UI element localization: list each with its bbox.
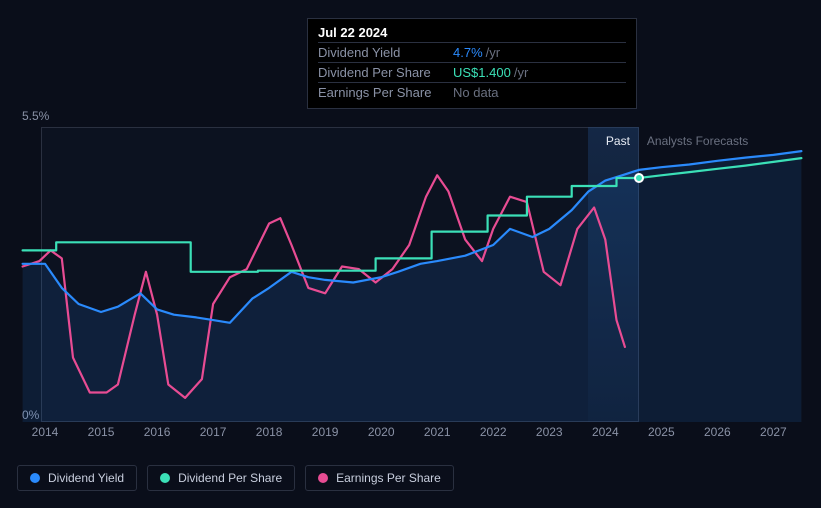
- x-tick: 2025: [648, 425, 675, 439]
- legend-label: Dividend Per Share: [178, 471, 282, 485]
- tooltip-label: Earnings Per Share: [318, 85, 453, 100]
- tooltip-row: Dividend Yield4.7%/yr: [318, 42, 626, 62]
- legend-label: Dividend Yield: [48, 471, 124, 485]
- x-tick: 2016: [144, 425, 171, 439]
- x-tick: 2024: [592, 425, 619, 439]
- y-axis-top: 5.5%: [22, 109, 49, 123]
- x-tick: 2017: [200, 425, 227, 439]
- tooltip-label: Dividend Per Share: [318, 65, 453, 80]
- x-tick: 2014: [32, 425, 59, 439]
- x-tick: 2022: [480, 425, 507, 439]
- x-tick: 2021: [424, 425, 451, 439]
- legend-dot-icon: [160, 473, 170, 483]
- tooltip-label: Dividend Yield: [318, 45, 453, 60]
- legend: Dividend Yield Dividend Per Share Earnings…: [17, 465, 454, 491]
- x-tick: 2023: [536, 425, 563, 439]
- chart-plot[interactable]: Past Analysts Forecasts: [17, 127, 807, 422]
- tooltip-date: Jul 22 2024: [318, 25, 626, 42]
- hover-marker: [634, 173, 644, 183]
- chart-tooltip: Jul 22 2024 Dividend Yield4.7%/yrDividen…: [307, 18, 637, 109]
- tooltip-value: 4.7%: [453, 45, 483, 60]
- legend-dot-icon: [318, 473, 328, 483]
- x-tick: 2019: [312, 425, 339, 439]
- legend-item[interactable]: Dividend Per Share: [147, 465, 295, 491]
- x-tick: 2015: [88, 425, 115, 439]
- tooltip-row: Dividend Per ShareUS$1.400/yr: [318, 62, 626, 82]
- legend-item[interactable]: Earnings Per Share: [305, 465, 454, 491]
- x-axis: 2014 2015 2016 2017 2018 2019 2020 2021 2022 2023…: [17, 425, 807, 445]
- x-tick: 2026: [704, 425, 731, 439]
- tooltip-unit: /yr: [514, 65, 528, 80]
- x-tick: 2018: [256, 425, 283, 439]
- chart-lines: [17, 127, 807, 422]
- chart-container: 5.5% 0% Past Analysts Forecasts 20142015…: [17, 105, 807, 425]
- x-tick: 2027: [760, 425, 787, 439]
- tooltip-value: US$1.400: [453, 65, 511, 80]
- legend-item[interactable]: Dividend Yield: [17, 465, 137, 491]
- tooltip-unit: /yr: [486, 45, 500, 60]
- x-tick: 2020: [368, 425, 395, 439]
- legend-label: Earnings Per Share: [336, 471, 441, 485]
- tooltip-value: No data: [453, 85, 499, 100]
- legend-dot-icon: [30, 473, 40, 483]
- tooltip-row: Earnings Per ShareNo data: [318, 82, 626, 102]
